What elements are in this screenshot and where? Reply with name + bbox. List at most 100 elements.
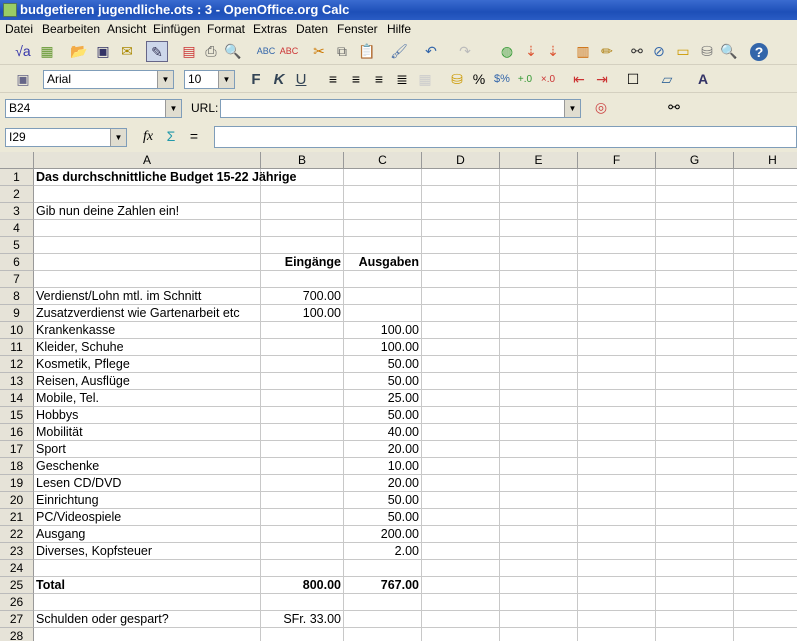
font-name-select[interactable]: Arial ▼ (43, 70, 174, 89)
row-header[interactable]: 27 (0, 611, 34, 628)
data-sources-icon[interactable]: ⛁ (701, 43, 713, 59)
row-header[interactable]: 10 (0, 322, 34, 339)
row-header[interactable]: 21 (0, 509, 34, 526)
cell-B11[interactable] (261, 339, 343, 356)
cell-C14[interactable]: 25.00 (387, 391, 419, 405)
merge-cells-icon[interactable]: ▦ (418, 71, 432, 87)
borders-icon[interactable]: ☐ (626, 71, 640, 87)
chevron-down-icon[interactable]: ▼ (165, 100, 181, 117)
cell-B14[interactable] (261, 390, 343, 407)
cell-A15[interactable]: Hobbys (36, 408, 79, 422)
row-header[interactable]: 14 (0, 390, 34, 407)
chevron-down-icon[interactable]: ▼ (157, 71, 173, 88)
column-header-C[interactable]: C (344, 152, 422, 169)
cell-C1[interactable] (344, 169, 421, 186)
menu-datei[interactable]: Datei (5, 22, 34, 36)
add-decimal-icon[interactable]: +.0 (517, 74, 533, 85)
row-header[interactable]: 17 (0, 441, 34, 458)
align-right-icon[interactable]: ≡ (374, 71, 384, 87)
cell-B12[interactable] (261, 356, 343, 373)
cell-A2[interactable] (34, 186, 261, 203)
row-header[interactable]: 9 (0, 305, 34, 322)
cell-C27[interactable] (344, 611, 421, 628)
cell-C8[interactable] (344, 288, 421, 305)
cell-A28[interactable] (34, 628, 261, 641)
styles-icon[interactable]: ▣ (16, 71, 30, 87)
select-all-corner[interactable] (0, 152, 34, 169)
underline-button[interactable]: U (295, 71, 307, 88)
cell-B24[interactable] (261, 560, 343, 577)
function-wizard-icon[interactable]: fx (142, 129, 154, 144)
menu-einfuegen[interactable]: Einfügen (153, 22, 201, 36)
chevron-down-icon[interactable]: ▼ (110, 129, 126, 146)
background-color-icon[interactable]: ▱ (661, 71, 673, 87)
cell-B8[interactable]: 700.00 (302, 289, 341, 303)
decrease-indent-icon[interactable]: ⇤ (573, 71, 585, 87)
navigator-icon[interactable]: ⊘ (653, 43, 665, 59)
bold-button[interactable]: F (251, 71, 261, 88)
menu-daten[interactable]: Daten (296, 22, 329, 36)
cell-A3[interactable]: Gib nun deine Zahlen ein! (36, 204, 180, 218)
cell-B7[interactable] (261, 271, 343, 288)
sort-descending-icon[interactable]: ⇣ (547, 43, 559, 59)
cell-C10[interactable]: 100.00 (380, 323, 419, 337)
url-input[interactable]: ▼ (220, 99, 581, 118)
menu-extras[interactable]: Extras (253, 22, 288, 36)
column-header-H[interactable]: H (734, 152, 797, 169)
cell-A20[interactable]: Einrichtung (36, 493, 99, 507)
cell-A4[interactable] (34, 220, 261, 237)
cell-C18[interactable]: 10.00 (387, 459, 419, 473)
font-color-icon[interactable]: A (697, 71, 709, 87)
cell-C6[interactable]: Ausgaben (358, 255, 419, 269)
row-header[interactable]: 7 (0, 271, 34, 288)
cell-B18[interactable] (261, 458, 343, 475)
new-document-icon[interactable]: ▦ (40, 43, 54, 59)
increase-indent-icon[interactable]: ⇥ (596, 71, 608, 87)
cell-A16[interactable]: Mobilität (36, 425, 83, 439)
align-center-icon[interactable]: ≡ (351, 71, 361, 87)
export-pdf-icon[interactable]: ▤ (182, 43, 196, 59)
cell-B26[interactable] (261, 594, 343, 611)
chart-icon[interactable]: ▥ (576, 43, 590, 59)
cell-C7[interactable] (344, 271, 421, 288)
column-header-A[interactable]: A (34, 152, 261, 169)
cell-B4[interactable] (261, 220, 343, 237)
cell-A7[interactable] (34, 271, 261, 288)
cell-B16[interactable] (261, 424, 343, 441)
zoom-icon[interactable]: 🔍 (720, 43, 738, 59)
hyperlink-icon[interactable]: ◍ (500, 43, 514, 59)
sum-icon[interactable]: Σ (166, 128, 176, 144)
row-header[interactable]: 6 (0, 254, 34, 271)
cell-C5[interactable] (344, 237, 421, 254)
cell-B23[interactable] (261, 543, 343, 560)
cell-B22[interactable] (261, 526, 343, 543)
menu-bearbeiten[interactable]: Bearbeiten (42, 22, 101, 36)
format-paintbrush-icon[interactable]: 🖌 (390, 43, 408, 59)
cell-A21[interactable]: PC/Videospiele (36, 510, 122, 524)
cell-A27[interactable]: Schulden oder gespart? (36, 612, 169, 626)
menu-ansicht[interactable]: Ansicht (107, 22, 147, 36)
row-header[interactable]: 22 (0, 526, 34, 543)
target-icon[interactable]: ◎ (594, 99, 608, 115)
row-header[interactable]: 18 (0, 458, 34, 475)
cell-C12[interactable]: 50.00 (387, 357, 419, 371)
spellcheck-icon[interactable]: ABC (256, 46, 276, 56)
column-header-B[interactable]: B (261, 152, 344, 169)
cell-B6[interactable]: Eingänge (284, 255, 341, 269)
cell-C2[interactable] (344, 186, 421, 203)
cell-C19[interactable]: 20.00 (387, 476, 419, 490)
cell-B10[interactable] (261, 322, 343, 339)
row-header[interactable]: 13 (0, 373, 34, 390)
cell-A9[interactable]: Zusatzverdienst wie Gartenarbeit etc (36, 306, 240, 320)
row-header[interactable]: 28 (0, 628, 34, 641)
cell-A14[interactable]: Mobile, Tel. (36, 391, 99, 405)
spreadsheet-grid[interactable]: A B C D E F G H 1 Das durchschnittliche Budget 15… (0, 152, 797, 641)
cell-A26[interactable] (34, 594, 261, 611)
cell-C9[interactable] (344, 305, 421, 322)
page-preview-icon[interactable]: 🔍 (224, 43, 242, 59)
cell-A8[interactable]: Verdienst/Lohn mtl. im Schnitt (36, 289, 202, 303)
row-header[interactable]: 1 (0, 169, 34, 186)
menu-hilfe[interactable]: Hilfe (387, 22, 412, 36)
cell-A24[interactable] (34, 560, 261, 577)
cell-C25[interactable]: 767.00 (380, 578, 419, 592)
